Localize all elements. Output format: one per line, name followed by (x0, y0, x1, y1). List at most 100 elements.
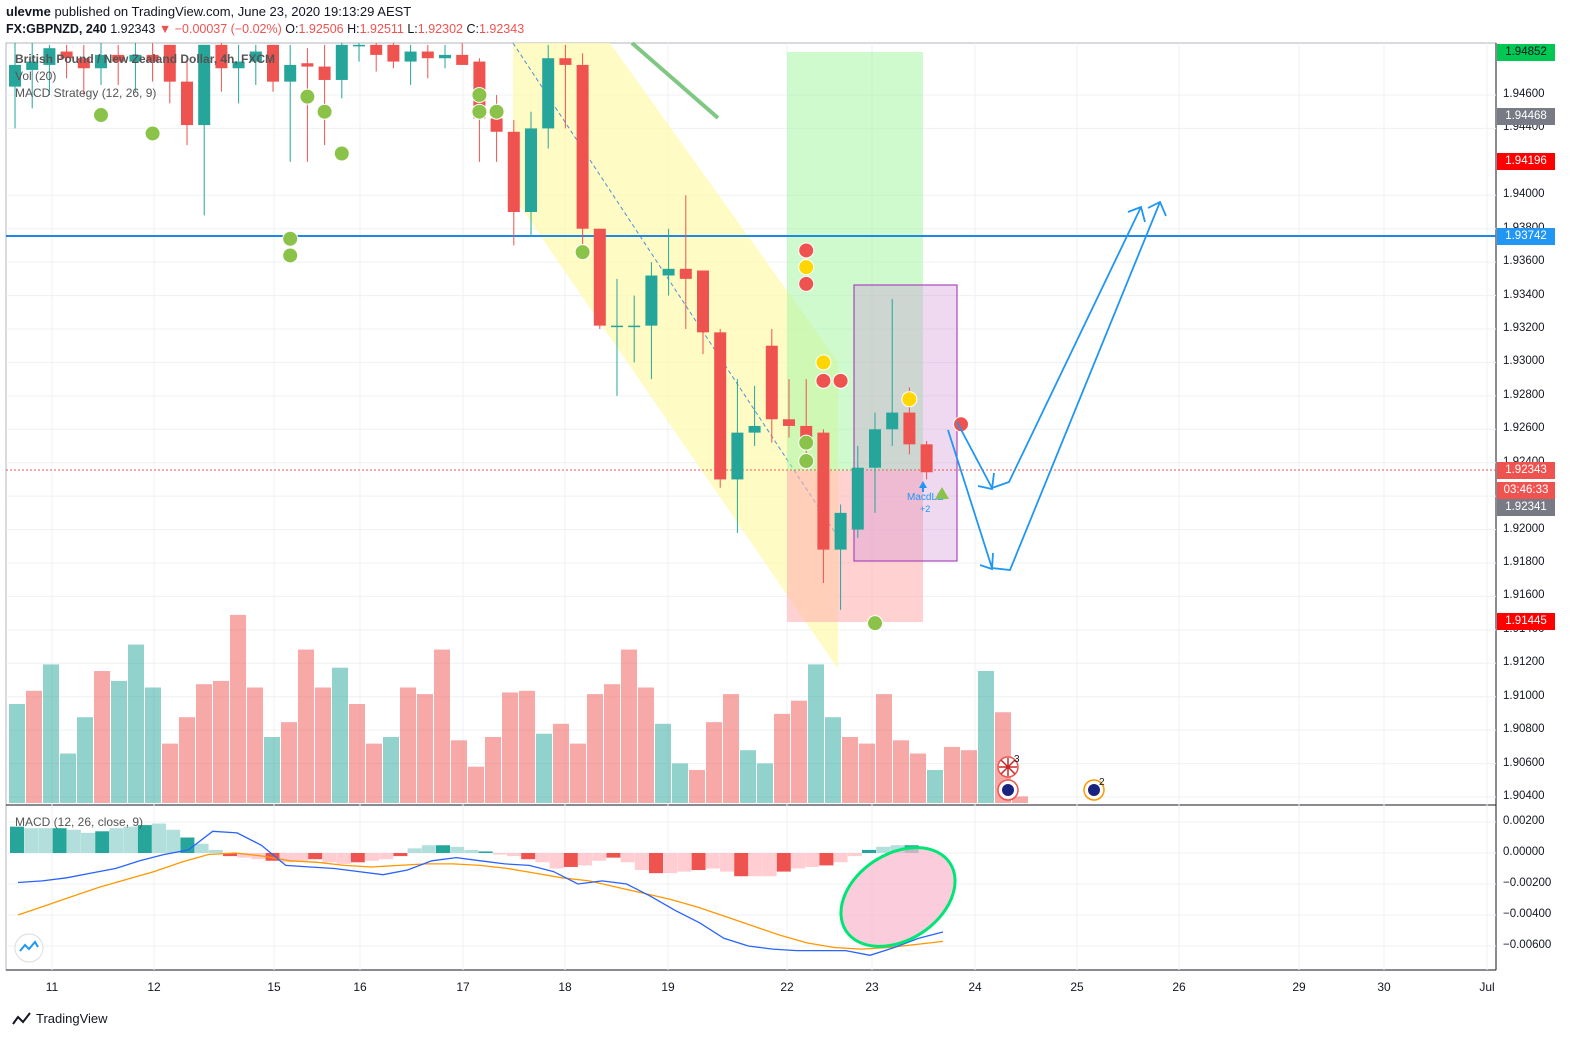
channel-median[interactable] (512, 42, 841, 541)
strategy-marker (798, 259, 815, 276)
close-label: C: (466, 22, 479, 36)
volume-bar (757, 763, 773, 803)
strategy-marker (282, 230, 299, 247)
candle-body (404, 51, 417, 62)
macd-histogram-bar (52, 828, 67, 853)
candle-body (95, 54, 107, 69)
trend-line[interactable] (630, 41, 720, 120)
time-tick-label: 25 (1070, 980, 1084, 994)
macd-signal-annotation[interactable]: MacdLE +2 (907, 481, 949, 514)
volume-bar (587, 694, 603, 803)
symbol-label: FX:GBPNZD, 240 (6, 22, 107, 36)
strategy-marker (471, 103, 488, 120)
volume-bar (60, 753, 76, 803)
candle-body (215, 44, 228, 69)
candle-body (267, 44, 279, 82)
ohlc-bar: FX:GBPNZD, 240 1.92343 ▼ −0.00037 (−0.02… (6, 22, 524, 36)
candle-body (301, 63, 314, 67)
volume-bar (706, 722, 722, 803)
footer-brand[interactable]: TradingView (12, 1011, 108, 1026)
volume-bar (621, 649, 637, 803)
macd-histogram-bar (734, 853, 749, 877)
volume-bar (502, 692, 518, 803)
macd-histogram-bar (66, 829, 81, 853)
candle-body (370, 44, 383, 55)
candle-body (490, 118, 503, 132)
macd-histogram-bar (393, 853, 408, 857)
time-tick-label: 18 (558, 980, 572, 994)
macd-histogram-bar (450, 846, 465, 853)
macd-histogram-bar (436, 845, 450, 853)
strategy-marker (815, 372, 832, 389)
economic-events[interactable]: 3 2 (997, 754, 1105, 801)
price-tick-label: 1.91800 (1503, 556, 1545, 568)
volume-bar (876, 694, 892, 803)
candle-body (920, 444, 933, 473)
strategy-legend: MACD Strategy (12, 26, 9) (15, 86, 157, 100)
candle-body (198, 44, 211, 126)
candle-body (9, 64, 21, 87)
volume-bar (859, 743, 875, 803)
time-tick-label: 30 (1377, 980, 1391, 994)
candle-body (439, 54, 451, 59)
volume-bar (927, 770, 943, 803)
volume-bar (145, 687, 161, 803)
macd-histogram-bar (10, 826, 24, 853)
macd-histogram-bar (81, 832, 95, 853)
volume-bar (485, 737, 501, 803)
volume-bar (43, 664, 59, 803)
high-value: 1.92511 (359, 22, 404, 36)
price-tick-label: 1.91000 (1503, 689, 1545, 702)
macd-histogram-bar (876, 846, 891, 853)
macd-tick-label: −0.00600 (1503, 939, 1552, 951)
candle-body (456, 54, 469, 65)
strategy-marker (832, 372, 849, 389)
volume-bar (315, 687, 331, 803)
volume-bar (264, 737, 280, 803)
volume-bar (281, 722, 297, 803)
volume-bar (9, 704, 25, 803)
volume-bar (536, 733, 552, 803)
candle-body (559, 58, 572, 65)
price-tick-label: 1.94600 (1503, 88, 1545, 100)
macd-histogram-bar (166, 829, 181, 853)
macd-histogram-bar (336, 853, 351, 864)
price-tag: 1.94196 (1497, 153, 1555, 170)
volume-bar (604, 684, 620, 803)
candlesticks (9, 43, 933, 610)
volume-bar (638, 687, 654, 803)
candle-body (163, 44, 176, 82)
macd-histogram-bar (862, 849, 876, 853)
time-tick-label: 19 (661, 980, 675, 994)
volume-bar (434, 649, 450, 803)
candle-body (387, 44, 400, 62)
macd-histogram-bar (421, 845, 436, 853)
author-name[interactable]: ulevme (6, 4, 51, 19)
candle-body (576, 64, 589, 229)
highlight-ellipse[interactable] (823, 827, 974, 967)
price-tick-label: 1.92800 (1503, 388, 1545, 401)
descending-channel[interactable] (513, 43, 838, 669)
volume-legend: Vol (20) (15, 69, 57, 83)
macd-histogram-bar (762, 853, 777, 877)
volume-bar (94, 671, 110, 803)
macd-histogram-bar (535, 853, 550, 863)
signal-label: MacdLE (907, 492, 944, 503)
macd-histogram-bar (308, 853, 323, 860)
macd-histogram-bar (705, 853, 720, 869)
candle-body (869, 429, 881, 468)
forecast-arrows[interactable] (947, 200, 1167, 571)
candle-body (112, 54, 125, 62)
time-tick-label: 26 (1172, 980, 1186, 994)
macd-histogram-bar (663, 853, 678, 874)
price-tick-label: 1.90800 (1503, 723, 1545, 736)
macd-histogram-bar (819, 853, 834, 866)
candle-body (748, 425, 761, 433)
candle-body (731, 432, 744, 480)
strategy-marker (144, 125, 161, 142)
open-value: 1.92506 (298, 22, 344, 36)
time-tick-label: 24 (968, 980, 982, 994)
strategy-marker (316, 103, 333, 120)
volume-bar (774, 713, 790, 803)
